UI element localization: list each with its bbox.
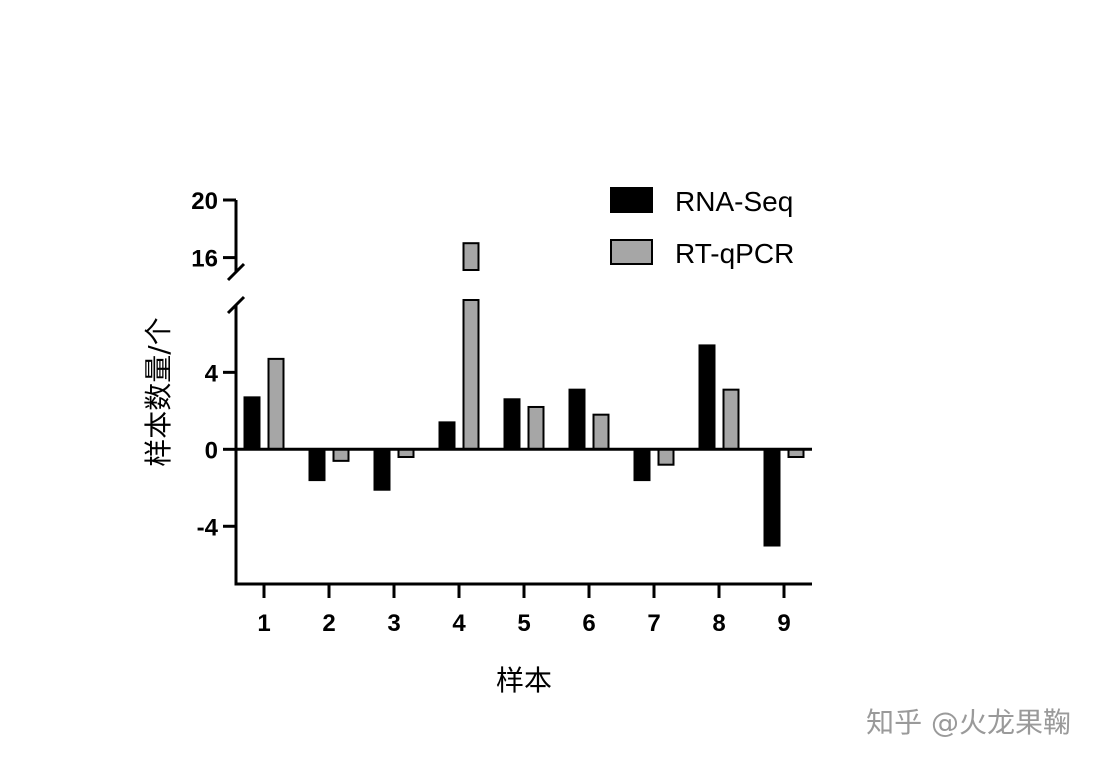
y-axis-title: 样本数量/个 [142,317,175,466]
x-tick-label-3: 3 [387,610,400,637]
y-tick-label-4: 4 [205,360,219,387]
bar-rna-seq-7 [633,448,651,482]
watermark: 知乎 @火龙果鞠 [866,706,1071,739]
bar-rna-seq-6 [568,388,586,451]
bar-rt-qpcr-4-upper [462,242,480,271]
y-tick-label-0: 0 [205,437,218,464]
axis-break-mark-top [226,262,246,282]
y-tick-label-20: 20 [191,188,218,215]
x-tick-label-4: 4 [452,610,466,637]
bar-rt-qpcr-2 [332,448,350,462]
bar-rt-qpcr-8 [722,388,740,451]
bars-group [243,242,805,547]
x-tick-label-9: 9 [777,610,790,637]
x-tick-label-7: 7 [647,610,660,637]
bar-rt-qpcr-6 [592,413,610,451]
bar-rna-seq-1 [243,396,261,451]
bar-rt-qpcr-1 [267,357,285,451]
bar-rt-qpcr-4 [462,242,480,451]
x-tick-label-2: 2 [322,610,335,637]
x-tick-label-5: 5 [517,610,530,637]
axis-break-mark-bottom [226,295,246,315]
legend-label-rt-qpcr: RT-qPCR [675,238,794,269]
legend-label-rna-seq: RNA-Seq [675,186,793,217]
legend: RNA-Seq RT-qPCR [610,186,794,269]
y-tick-label--4: -4 [197,514,219,541]
x-axis-title: 样本 [496,664,552,697]
legend-swatch-rt-qpcr [610,239,653,265]
legend-swatch-rna-seq [610,187,653,213]
bar-rna-seq-2 [308,448,326,482]
bar-rt-qpcr-7 [657,448,675,466]
x-tick-label-1: 1 [257,610,270,637]
y-tick-label-16: 16 [191,246,218,273]
bar-rt-qpcr-5 [527,405,545,451]
bar-rna-seq-8 [698,344,716,451]
axes-group: 1 2 3 4 5 6 7 8 9 -4 0 4 16 20 [191,188,812,637]
bar-rt-qpcr-4-lower [462,299,480,451]
x-tick-label-8: 8 [712,610,725,637]
bar-rna-seq-3 [373,448,391,491]
x-tick-label-6: 6 [582,610,595,637]
bar-rna-seq-4 [438,421,456,451]
bar-rna-seq-5 [503,398,521,451]
bar-rna-seq-9 [763,448,781,547]
